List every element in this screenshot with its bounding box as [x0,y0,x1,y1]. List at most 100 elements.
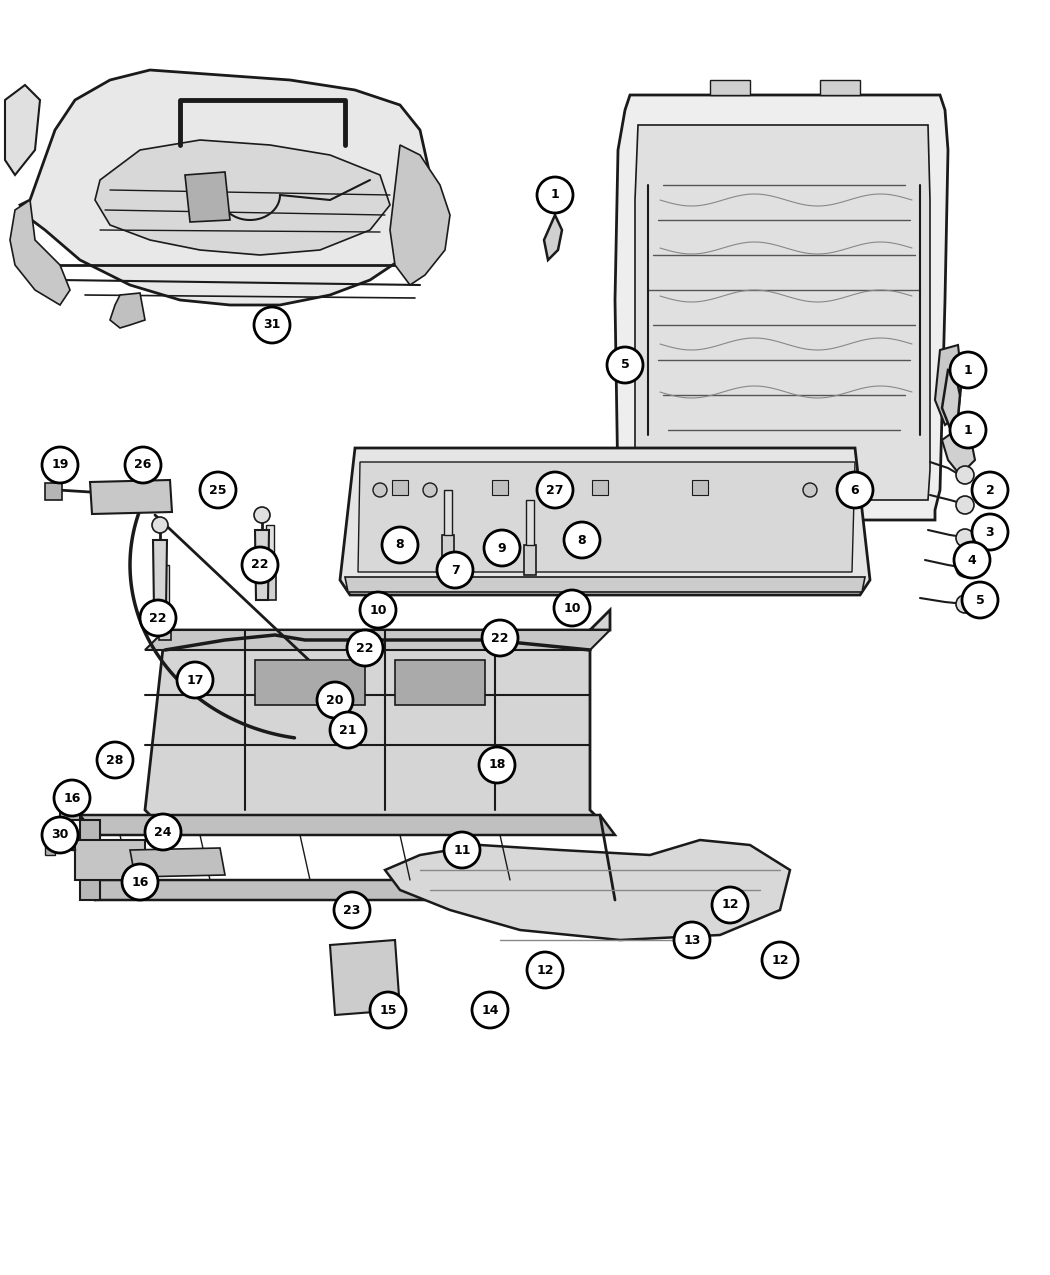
Polygon shape [442,536,454,565]
Polygon shape [94,140,390,255]
Polygon shape [5,85,40,175]
Text: 1: 1 [964,363,972,376]
Circle shape [382,527,418,564]
Polygon shape [255,530,269,601]
Circle shape [152,516,168,533]
Circle shape [950,412,986,448]
Circle shape [346,630,383,666]
Circle shape [97,742,133,778]
Polygon shape [942,430,975,476]
Polygon shape [145,630,610,650]
Text: 31: 31 [264,319,280,332]
Circle shape [437,552,472,588]
Circle shape [317,682,353,718]
Text: 12: 12 [772,954,789,966]
Circle shape [537,177,573,213]
Circle shape [254,507,270,523]
Polygon shape [358,462,855,572]
Circle shape [554,590,590,626]
Text: 30: 30 [51,829,68,842]
Polygon shape [492,479,508,495]
Text: 24: 24 [154,825,172,839]
Text: 10: 10 [370,603,386,617]
Circle shape [962,581,998,618]
Polygon shape [635,125,930,500]
Polygon shape [264,570,276,601]
Text: 11: 11 [454,844,470,857]
Circle shape [42,817,78,853]
Polygon shape [159,609,171,640]
Circle shape [956,465,974,484]
Text: 26: 26 [134,459,151,472]
Circle shape [848,483,862,497]
Circle shape [254,307,290,343]
Polygon shape [390,145,450,286]
Text: 9: 9 [498,542,506,555]
Text: 12: 12 [537,964,553,977]
Circle shape [177,662,213,697]
Text: 19: 19 [51,459,68,472]
Text: 21: 21 [339,723,357,737]
Circle shape [360,592,396,629]
Polygon shape [75,840,145,880]
Circle shape [837,472,873,507]
Circle shape [54,780,90,816]
Text: 8: 8 [578,533,586,547]
Circle shape [125,448,161,483]
Circle shape [972,472,1008,507]
Text: 18: 18 [488,759,506,771]
Text: 28: 28 [106,754,124,766]
Polygon shape [255,660,365,705]
Polygon shape [266,525,274,570]
Circle shape [373,483,387,497]
Polygon shape [345,578,865,592]
Circle shape [482,620,518,657]
Text: 22: 22 [149,612,167,625]
Circle shape [145,813,181,850]
Polygon shape [161,565,169,609]
Polygon shape [80,815,615,835]
Circle shape [484,530,520,566]
Text: 4: 4 [968,553,976,566]
Circle shape [537,472,573,507]
Polygon shape [80,880,615,900]
Polygon shape [615,96,948,520]
Polygon shape [145,609,610,830]
Circle shape [607,347,643,382]
Circle shape [956,595,974,613]
Text: 1: 1 [550,189,560,201]
Polygon shape [942,370,960,428]
Polygon shape [340,448,870,595]
Text: 13: 13 [684,933,700,946]
Circle shape [140,601,176,636]
Circle shape [956,558,974,578]
Text: 25: 25 [209,483,227,496]
Circle shape [972,514,1008,550]
Polygon shape [110,293,145,328]
Circle shape [423,483,437,497]
Circle shape [42,448,78,483]
Text: 12: 12 [721,899,739,912]
Text: 5: 5 [975,593,985,607]
Polygon shape [45,843,55,856]
Circle shape [674,922,710,958]
Polygon shape [185,172,230,222]
Polygon shape [544,215,562,260]
Circle shape [762,942,798,978]
Circle shape [479,747,514,783]
Text: 7: 7 [450,564,460,576]
Text: 20: 20 [327,694,343,706]
Circle shape [803,483,817,497]
Text: 2: 2 [986,483,994,496]
Circle shape [334,892,370,928]
Circle shape [956,529,974,547]
Circle shape [712,887,748,923]
Polygon shape [395,660,485,705]
Text: 6: 6 [850,483,859,496]
Text: 16: 16 [131,876,149,889]
Text: 22: 22 [251,558,269,571]
Text: 10: 10 [563,602,581,615]
Text: 14: 14 [481,1003,499,1016]
Text: 23: 23 [343,904,361,917]
Circle shape [370,992,406,1028]
